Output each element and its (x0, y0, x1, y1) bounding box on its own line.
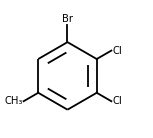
Text: Br: Br (62, 14, 73, 24)
Text: Cl: Cl (113, 46, 122, 56)
Text: CH₃: CH₃ (4, 96, 22, 106)
Text: Cl: Cl (113, 96, 122, 106)
